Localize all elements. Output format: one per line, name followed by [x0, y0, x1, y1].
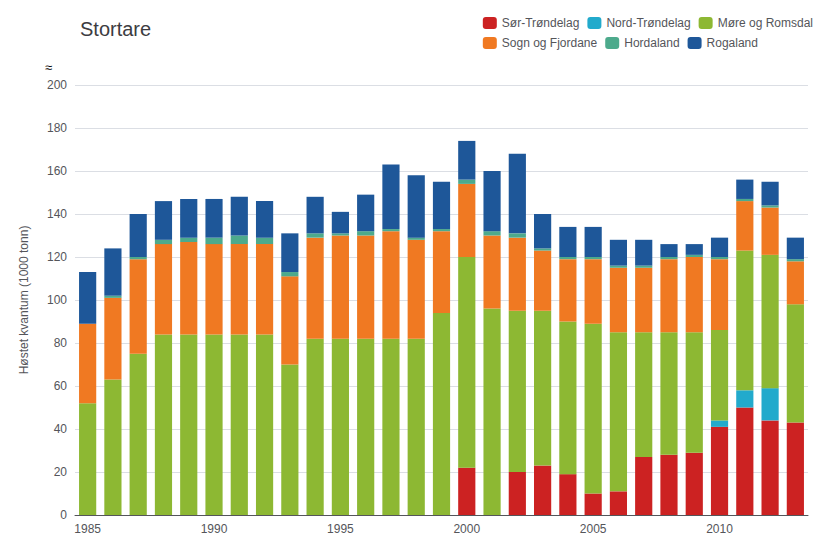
svg-text:Sogn og Fjordane: Sogn og Fjordane	[502, 36, 598, 50]
svg-text:Hordaland: Hordaland	[624, 36, 679, 50]
svg-text:Sør-Trøndelag: Sør-Trøndelag	[502, 16, 580, 30]
svg-text:0: 0	[60, 508, 67, 522]
svg-text:60: 60	[54, 379, 68, 393]
svg-text:2005: 2005	[580, 522, 607, 536]
svg-text:Møre og Romsdal: Møre og Romsdal	[718, 16, 813, 30]
svg-text:Stortare: Stortare	[80, 18, 151, 40]
svg-text:2000: 2000	[453, 522, 480, 536]
svg-text:1985: 1985	[74, 522, 101, 536]
svg-text:40: 40	[54, 422, 68, 436]
svg-text:200: 200	[47, 78, 67, 92]
svg-text:1990: 1990	[201, 522, 228, 536]
svg-text:1995: 1995	[327, 522, 354, 536]
svg-text:160: 160	[47, 164, 67, 178]
svg-text:180: 180	[47, 121, 67, 135]
svg-text:≈: ≈	[45, 60, 52, 75]
svg-text:100: 100	[47, 293, 67, 307]
svg-text:2010: 2010	[706, 522, 733, 536]
svg-text:120: 120	[47, 250, 67, 264]
svg-text:Rogaland: Rogaland	[707, 36, 758, 50]
svg-text:Nord-Trøndelag: Nord-Trøndelag	[606, 16, 690, 30]
svg-text:20: 20	[54, 465, 68, 479]
svg-text:Høstet kvantum (1000 tonn): Høstet kvantum (1000 tonn)	[17, 226, 31, 375]
svg-text:140: 140	[47, 207, 67, 221]
svg-text:80: 80	[54, 336, 68, 350]
